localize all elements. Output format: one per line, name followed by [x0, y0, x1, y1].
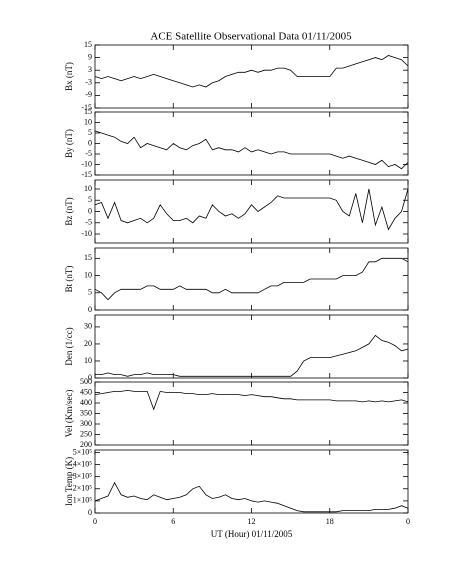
data-line — [95, 334, 409, 377]
data-line — [94, 257, 409, 301]
y-axis-label: Ion Temp (K) — [64, 457, 74, 506]
y-tick-label: -9 — [85, 90, 92, 99]
y-axis-label: Vel (Km/sec) — [64, 390, 74, 438]
y-tick-label: -15 — [81, 170, 92, 179]
y-tick-label: 10 — [84, 117, 92, 126]
y-tick-label: 5 — [88, 195, 92, 204]
y-tick-label: 1×10⁵ — [73, 496, 93, 505]
data-line — [94, 188, 409, 231]
x-tick-label: 6 — [171, 517, 175, 526]
y-tick-label: 4×10⁵ — [73, 459, 93, 468]
y-tick-label: 0 — [88, 508, 92, 517]
y-tick-label: -10 — [81, 229, 92, 238]
y-tick-label: 450 — [80, 387, 92, 396]
x-tick-label: 0 — [406, 517, 410, 526]
y-tick-label: 350 — [80, 408, 92, 417]
y-tick-label: 300 — [80, 419, 92, 428]
y-tick-label: 15 — [84, 107, 92, 116]
y-axis-label: By (nT) — [64, 129, 74, 158]
data-line — [94, 481, 409, 513]
y-tick-label: 10 — [84, 184, 92, 193]
x-tick-label: 12 — [248, 517, 256, 526]
y-axis-label: Bz (nT) — [64, 197, 74, 225]
x-axis-label: UT (Hour) 01/11/2005 — [211, 529, 293, 539]
data-line — [94, 55, 409, 88]
y-tick-label: 0 — [88, 138, 92, 147]
y-tick-label: 0 — [88, 305, 92, 314]
y-tick-label: 400 — [80, 398, 92, 407]
y-tick-label: 3 — [88, 65, 92, 74]
y-tick-label: 500 — [80, 377, 92, 386]
y-tick-label: 30 — [84, 322, 92, 331]
y-tick-label: -3 — [85, 78, 92, 87]
y-tick-label: -15 — [81, 103, 92, 112]
y-tick-label: 5 — [88, 288, 92, 297]
data-line — [94, 130, 409, 170]
y-tick-label: 2×10⁵ — [73, 484, 93, 493]
y-tick-label: 10 — [84, 270, 92, 279]
y-tick-label: 5 — [88, 128, 92, 137]
y-tick-label: 15 — [84, 40, 92, 49]
y-axis-label: Bt (nT) — [64, 266, 74, 293]
y-tick-label: -5 — [85, 218, 92, 227]
y-tick-label: 15 — [84, 253, 92, 262]
y-tick-label: 0 — [88, 206, 92, 215]
y-tick-label: 200 — [80, 440, 92, 449]
y-tick-label: 250 — [80, 429, 92, 438]
y-tick-label: 0 — [88, 373, 92, 382]
y-axis-label: Den (1/cc) — [64, 327, 74, 365]
y-axis-label: Bx (nT) — [64, 62, 74, 91]
y-tick-label: 3×10⁵ — [73, 471, 93, 480]
data-line — [94, 389, 409, 411]
y-tick-label: 9 — [88, 52, 92, 61]
y-tick-label: 20 — [84, 339, 92, 348]
y-tick-label: -5 — [85, 149, 92, 158]
y-tick-label: 10 — [84, 356, 92, 365]
x-tick-label: 18 — [326, 517, 334, 526]
x-tick-label: 0 — [93, 517, 97, 526]
chart-title: ACE Satellite Observational Data 01/11/2… — [150, 31, 352, 43]
y-tick-label: 5×10⁵ — [73, 447, 93, 456]
y-tick-label: -10 — [81, 159, 92, 168]
